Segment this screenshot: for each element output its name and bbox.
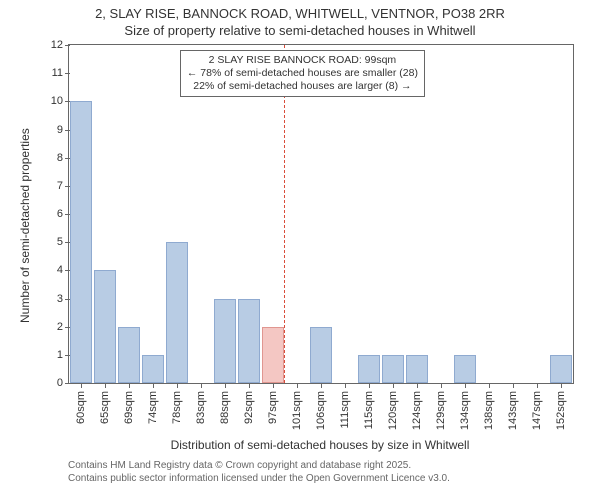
x-tick-label: 152sqm <box>555 391 567 430</box>
annotation-line3: 22% of semi-detached houses are larger (… <box>187 80 418 93</box>
chart-title-line1: 2, SLAY RISE, BANNOCK ROAD, WHITWELL, VE… <box>0 6 600 23</box>
x-tick-mark <box>177 383 178 388</box>
x-tick-label: 69sqm <box>123 391 135 424</box>
x-tick-label: 101sqm <box>291 391 303 430</box>
bar <box>70 101 92 383</box>
chart-titles: 2, SLAY RISE, BANNOCK ROAD, WHITWELL, VE… <box>0 0 600 40</box>
y-tick-label: 8 <box>57 152 69 164</box>
bar-highlight <box>262 327 284 383</box>
x-tick-label: 115sqm <box>363 391 375 429</box>
chart-container: 2, SLAY RISE, BANNOCK ROAD, WHITWELL, VE… <box>0 0 600 500</box>
x-tick-mark <box>105 383 106 388</box>
x-tick-label: 92sqm <box>243 391 255 424</box>
bar <box>94 270 116 383</box>
x-tick-label: 65sqm <box>99 391 111 424</box>
x-tick-mark <box>297 383 298 388</box>
x-tick-mark <box>273 383 274 388</box>
x-tick-label: 78sqm <box>171 391 183 424</box>
x-tick-label: 147sqm <box>531 391 543 430</box>
bar <box>214 299 236 384</box>
bar <box>406 355 428 383</box>
y-tick-label: 10 <box>51 95 69 107</box>
x-tick-mark <box>129 383 130 388</box>
x-tick-mark <box>489 383 490 388</box>
x-tick-mark <box>201 383 202 388</box>
x-tick-label: 106sqm <box>315 391 327 430</box>
footer-line2: Contains public sector information licen… <box>68 473 450 486</box>
x-tick-mark <box>513 383 514 388</box>
y-tick-label: 12 <box>51 39 69 51</box>
x-tick-label: 60sqm <box>75 391 87 424</box>
x-tick-label: 143sqm <box>507 391 519 430</box>
x-tick-mark <box>321 383 322 388</box>
y-tick-label: 1 <box>57 349 69 361</box>
x-tick-label: 134sqm <box>459 391 471 430</box>
bar <box>118 327 140 383</box>
y-tick-label: 4 <box>57 264 69 276</box>
bar <box>358 355 380 383</box>
x-tick-mark <box>561 383 562 388</box>
x-tick-label: 124sqm <box>411 391 423 430</box>
annotation-box: 2 SLAY RISE BANNOCK ROAD: 99sqm← 78% of … <box>180 50 425 97</box>
bar <box>382 355 404 383</box>
x-tick-label: 97sqm <box>267 391 279 424</box>
x-tick-mark <box>345 383 346 388</box>
footer-line1: Contains HM Land Registry data © Crown c… <box>68 460 450 473</box>
footer-attribution: Contains HM Land Registry data © Crown c… <box>68 460 450 485</box>
y-axis-label: Number of semi-detached properties <box>18 128 32 323</box>
annotation-line1: 2 SLAY RISE BANNOCK ROAD: 99sqm <box>187 54 418 67</box>
plot-area: 012345678910111260sqm65sqm69sqm74sqm78sq… <box>68 44 574 384</box>
y-tick-label: 9 <box>57 124 69 136</box>
y-tick-label: 7 <box>57 180 69 192</box>
bar <box>310 327 332 383</box>
x-tick-label: 83sqm <box>195 391 207 424</box>
y-tick-label: 2 <box>57 321 69 333</box>
bar <box>166 242 188 383</box>
bar <box>142 355 164 383</box>
x-tick-mark <box>249 383 250 388</box>
x-tick-label: 129sqm <box>435 391 447 430</box>
x-tick-label: 120sqm <box>387 391 399 430</box>
x-tick-label: 74sqm <box>147 391 159 424</box>
y-tick-label: 0 <box>57 377 69 389</box>
x-tick-mark <box>393 383 394 388</box>
x-tick-mark <box>81 383 82 388</box>
chart-title-line2: Size of property relative to semi-detach… <box>0 23 600 40</box>
x-tick-mark <box>537 383 538 388</box>
x-tick-mark <box>225 383 226 388</box>
x-tick-label: 88sqm <box>219 391 231 424</box>
y-tick-label: 6 <box>57 208 69 220</box>
x-tick-mark <box>153 383 154 388</box>
y-tick-label: 3 <box>57 293 69 305</box>
x-tick-label: 111sqm <box>339 391 351 429</box>
annotation-line2: ← 78% of semi-detached houses are smalle… <box>187 67 418 80</box>
x-tick-mark <box>465 383 466 388</box>
y-tick-label: 11 <box>52 67 69 79</box>
x-axis-label: Distribution of semi-detached houses by … <box>68 438 572 452</box>
x-tick-mark <box>441 383 442 388</box>
x-tick-label: 138sqm <box>483 391 495 430</box>
bar <box>238 299 260 384</box>
bar <box>550 355 572 383</box>
y-tick-label: 5 <box>57 236 69 248</box>
bar <box>454 355 476 383</box>
x-tick-mark <box>369 383 370 388</box>
x-tick-mark <box>417 383 418 388</box>
